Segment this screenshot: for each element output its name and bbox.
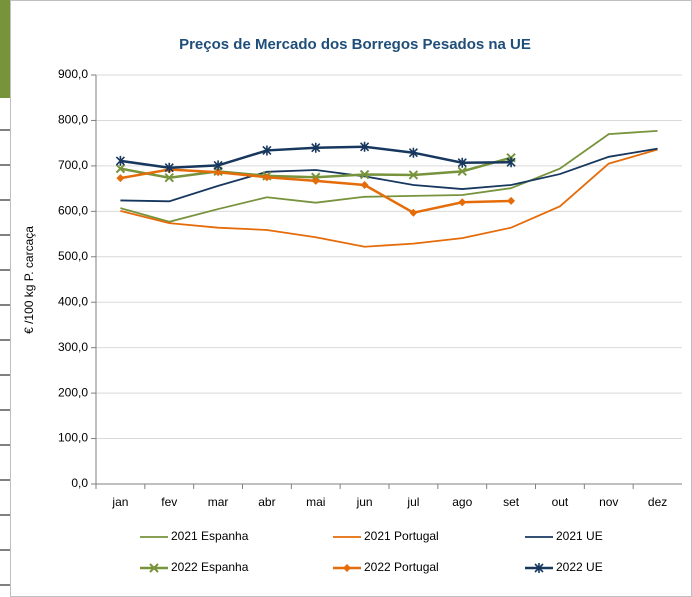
sheet-gridlines bbox=[0, 129, 10, 586]
x-tick-label: mai bbox=[306, 495, 325, 509]
x-tick-label: nov bbox=[599, 495, 618, 509]
marker bbox=[213, 160, 223, 171]
y-tick-label: 0,0 bbox=[71, 476, 88, 490]
marker bbox=[214, 168, 223, 177]
y-axis-title: € /100 kg P. carcaça bbox=[22, 226, 36, 334]
marker bbox=[408, 147, 418, 158]
series-line bbox=[120, 129, 658, 223]
marker bbox=[311, 142, 321, 153]
legend-label: 2022 UE bbox=[556, 560, 603, 574]
legend-label: 2021 Espanha bbox=[171, 529, 249, 543]
marker bbox=[359, 169, 370, 180]
y-tick-label: 600,0 bbox=[58, 204, 88, 218]
y-tick-label: 700,0 bbox=[58, 158, 88, 172]
marker bbox=[115, 163, 126, 174]
y-tick-label: 200,0 bbox=[58, 385, 88, 399]
x-tick-label: set bbox=[503, 495, 520, 509]
marker bbox=[343, 564, 351, 572]
sheet-decoration bbox=[0, 0, 10, 98]
y-tick-label: 500,0 bbox=[58, 249, 88, 263]
chart-title: Preços de Mercado dos Borregos Pesados n… bbox=[179, 36, 531, 53]
legend-label: 2021 Portugal bbox=[364, 529, 439, 543]
x-tick-label: fev bbox=[161, 495, 177, 509]
series-line bbox=[120, 148, 658, 248]
legend-label: 2022 Espanha bbox=[171, 560, 249, 574]
x-tick-label: mar bbox=[208, 495, 229, 509]
marker bbox=[164, 162, 174, 173]
marker bbox=[149, 563, 159, 573]
marker bbox=[262, 173, 271, 182]
marker bbox=[116, 174, 125, 183]
legend-label: 2022 Portugal bbox=[364, 560, 439, 574]
x-tick-label: jun bbox=[356, 495, 373, 509]
y-tick-label: 400,0 bbox=[58, 294, 88, 308]
x-tick-label: jan bbox=[111, 495, 128, 509]
y-tick-label: 900,0 bbox=[58, 67, 88, 81]
marker bbox=[534, 563, 544, 573]
y-tick-label: 300,0 bbox=[58, 340, 88, 354]
marker bbox=[507, 196, 516, 205]
marker bbox=[408, 170, 419, 180]
marker bbox=[164, 172, 174, 183]
y-tick-label: 800,0 bbox=[58, 113, 88, 127]
x-tick-label: dez bbox=[648, 495, 667, 509]
marker bbox=[458, 198, 467, 207]
marker bbox=[311, 176, 320, 185]
marker bbox=[360, 141, 370, 152]
series-line bbox=[120, 147, 658, 203]
legend-label: 2021 UE bbox=[556, 529, 603, 543]
x-tick-label: out bbox=[552, 495, 569, 509]
marker bbox=[457, 157, 467, 168]
marker bbox=[360, 180, 369, 189]
marker bbox=[262, 145, 272, 156]
x-tick-label: jul bbox=[406, 495, 419, 509]
marker bbox=[506, 157, 516, 168]
marker bbox=[115, 155, 125, 166]
marker bbox=[409, 208, 418, 217]
x-tick-label: ago bbox=[452, 495, 472, 509]
x-tick-label: abr bbox=[258, 495, 275, 509]
y-tick-label: 100,0 bbox=[58, 431, 88, 445]
marker bbox=[457, 166, 467, 177]
